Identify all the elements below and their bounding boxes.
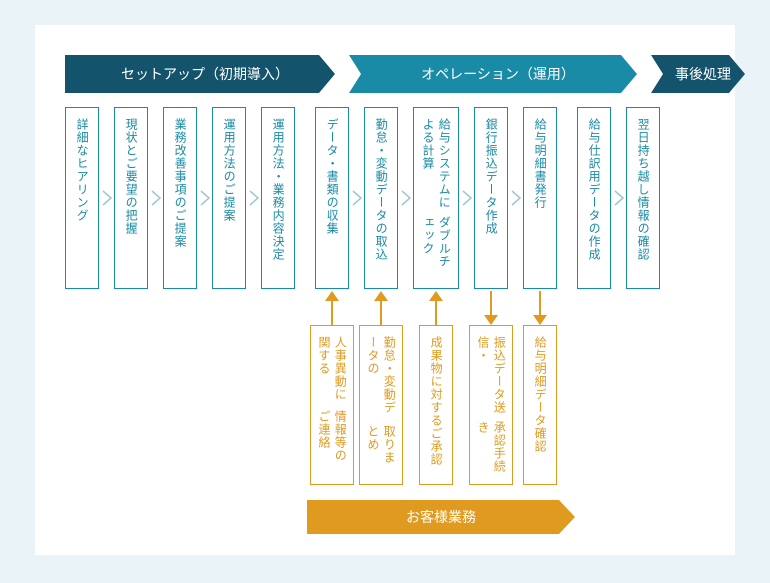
- steps-row: 詳細なヒアリング 現状とご要望の把握 業務改善事項のご提案 運用方法のご提案 運…: [65, 107, 660, 289]
- step-box-0: 詳細なヒアリング: [65, 107, 99, 289]
- step-text-0-0: 詳細なヒアリング: [74, 118, 90, 222]
- step-box-10: 給与仕訳用データの作成: [577, 107, 611, 289]
- step-text-5-0: データ・書類の収集: [324, 118, 340, 235]
- phase-arrow-1: オペレーション（運用）: [349, 55, 637, 93]
- customer-text-3-1: 承認手続き: [475, 421, 507, 474]
- step-chevron-7: [459, 107, 474, 289]
- arrowhead-up-icon: [325, 291, 339, 301]
- step-text-8-0: 銀行振込データ作成: [483, 118, 499, 235]
- arrowhead-down-icon: [484, 315, 498, 325]
- step-text-4-0: 運用方法・業務内容決定: [270, 118, 286, 261]
- step-text-7-0: 給与システムによる計算: [420, 118, 452, 216]
- step-box-5: データ・書類の収集: [315, 107, 349, 289]
- step-text-2-0: 業務改善事項のご提案: [172, 118, 188, 248]
- customer-bar: お客様業務: [307, 500, 575, 534]
- step-box-2: 業務改善事項のご提案: [163, 107, 197, 289]
- customer-box-2: 成果物に対するご承認: [419, 325, 453, 485]
- step-chevron-8: [508, 107, 523, 289]
- step-text-6-0: 勤怠・変動データの取込: [373, 118, 389, 261]
- customer-text-1-0: 勤怠・変動データの: [365, 336, 397, 425]
- step-chevron-3: [246, 107, 261, 289]
- customer-bar-label: お客様業務: [406, 507, 476, 527]
- customer-text-0-1: 情報等のご連絡: [316, 410, 348, 474]
- customer-text-0-0: 人事異動に関する: [316, 336, 348, 410]
- step-box-4: 運用方法・業務内容決定: [261, 107, 295, 289]
- customer-box-4: 給与明細データ確認: [523, 325, 557, 485]
- connector-0: [315, 291, 349, 325]
- customer-text-2-0: 成果物に対するご承認: [428, 336, 444, 466]
- connector-2: [419, 291, 453, 325]
- customer-text-4-0: 給与明細データ確認: [532, 336, 548, 453]
- connector-3: [474, 291, 508, 325]
- step-chevron-5: [349, 107, 364, 289]
- phase-arrow-2: 事後処理: [651, 55, 745, 93]
- phase-label-1: オペレーション（運用）: [421, 64, 575, 84]
- customer-box-1: 勤怠・変動データの取りまとめ: [359, 325, 403, 485]
- step-box-7: 給与システムによる計算ダブルチェック: [413, 107, 459, 289]
- customer-box-3: 振込データ送信・承認手続き: [469, 325, 513, 485]
- diagram-canvas: セットアップ（初期導入） オペレーション（運用） 事後処理 詳細なヒアリング 現…: [35, 25, 735, 555]
- step-text-7-1: ダブルチェック: [420, 216, 452, 278]
- step-text-10-0: 給与仕訳用データの作成: [586, 118, 602, 261]
- phase-label-0: セットアップ（初期導入）: [121, 64, 289, 84]
- step-text-1-0: 現状とご要望の把握: [123, 118, 139, 235]
- phase-arrow-0: セットアップ（初期導入）: [65, 55, 335, 93]
- step-text-11-0: 翌日持ち越し情報の確認: [635, 118, 651, 261]
- connector-4: [523, 291, 557, 325]
- step-chevron-2: [197, 107, 212, 289]
- step-chevron-10: [611, 107, 626, 289]
- customer-text-3-0: 振込データ送信・: [475, 336, 507, 421]
- customer-text-1-1: 取りまとめ: [365, 425, 397, 474]
- step-box-9: 給与明細書発行: [523, 107, 557, 289]
- step-text-3-0: 運用方法のご提案: [221, 118, 237, 222]
- arrowhead-up-icon: [374, 291, 388, 301]
- step-box-8: 銀行振込データ作成: [474, 107, 508, 289]
- customer-box-0: 人事異動に関する情報等のご連絡: [310, 325, 354, 485]
- step-chevron-0: [99, 107, 114, 289]
- step-box-11: 翌日持ち越し情報の確認: [626, 107, 660, 289]
- step-chevron-6: [398, 107, 413, 289]
- step-box-6: 勤怠・変動データの取込: [364, 107, 398, 289]
- arrowhead-up-icon: [429, 291, 443, 301]
- step-box-3: 運用方法のご提案: [212, 107, 246, 289]
- arrowhead-down-icon: [533, 315, 547, 325]
- connector-1: [364, 291, 398, 325]
- phase-bar: セットアップ（初期導入） オペレーション（運用） 事後処理: [65, 55, 759, 93]
- phase-label-2: 事後処理: [675, 64, 731, 84]
- step-box-1: 現状とご要望の把握: [114, 107, 148, 289]
- step-text-9-0: 給与明細書発行: [532, 118, 548, 209]
- step-chevron-1: [148, 107, 163, 289]
